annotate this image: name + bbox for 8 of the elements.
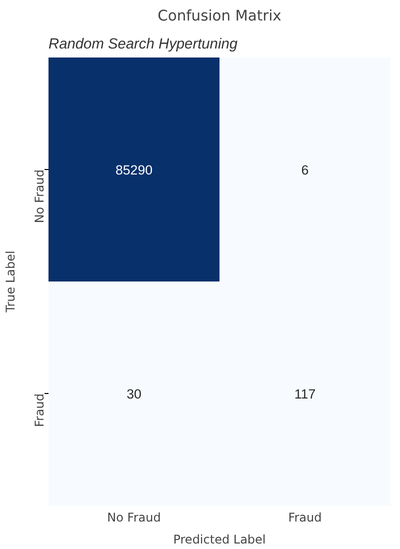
chart-title: Confusion Matrix [158,8,282,24]
data-label: 85290 [115,162,153,178]
data-label: 117 [294,386,316,402]
data-label: 6 [301,162,309,178]
y-axis-title: True Label [4,250,18,314]
data-label: 30 [126,386,142,402]
text: Random Search Hypertuning [48,36,238,52]
x-axis-title: Predicted Label [173,532,266,546]
